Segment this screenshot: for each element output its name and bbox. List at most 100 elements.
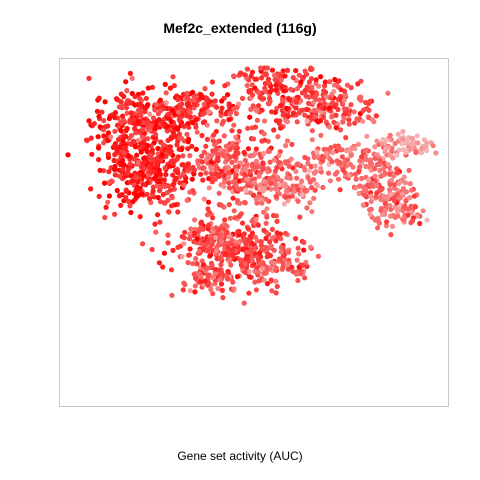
scatter-point bbox=[248, 73, 254, 79]
scatter-point bbox=[209, 79, 215, 85]
scatter-point bbox=[256, 173, 262, 179]
scatter-point bbox=[245, 146, 251, 152]
scatter-point bbox=[258, 65, 264, 71]
scatter-point bbox=[160, 142, 167, 148]
scatter-point bbox=[280, 264, 286, 270]
scatter-point bbox=[192, 283, 198, 289]
scatter-point bbox=[433, 150, 439, 156]
scatter-point bbox=[215, 285, 221, 292]
scatter-point bbox=[385, 162, 391, 168]
scatter-point bbox=[188, 226, 194, 232]
scatter-point bbox=[131, 117, 137, 123]
scatter-point bbox=[217, 277, 223, 283]
scatter-point bbox=[387, 132, 393, 138]
scatter-point bbox=[114, 187, 120, 194]
scatter-point bbox=[234, 184, 240, 190]
scatter-point bbox=[137, 214, 143, 220]
scatter-point bbox=[187, 153, 193, 159]
scatter-point bbox=[352, 146, 358, 152]
scatter-point bbox=[307, 200, 313, 206]
scatter-point bbox=[141, 155, 147, 161]
scatter-point bbox=[327, 178, 333, 184]
scatter-point bbox=[346, 173, 352, 179]
scatter-point bbox=[243, 187, 249, 194]
scatter-point bbox=[303, 106, 310, 112]
scatter-point bbox=[99, 109, 105, 115]
scatter-point bbox=[127, 161, 133, 167]
scatter-point bbox=[144, 191, 150, 197]
scatter-point bbox=[267, 244, 273, 250]
scatter-point bbox=[135, 159, 141, 165]
scatter-point bbox=[191, 271, 197, 277]
scatter-point bbox=[421, 137, 427, 143]
scatter-point bbox=[155, 194, 161, 201]
scatter-point bbox=[327, 79, 333, 85]
scatter-point bbox=[189, 119, 195, 126]
scatter-point bbox=[105, 123, 111, 129]
scatter-point bbox=[301, 239, 307, 245]
scatter-point bbox=[341, 115, 347, 121]
scatter-point bbox=[65, 152, 71, 158]
scatter-point bbox=[395, 131, 401, 137]
scatter-point bbox=[184, 197, 190, 203]
scatter-point bbox=[380, 211, 386, 217]
scatter-point bbox=[231, 208, 237, 214]
scatter-point bbox=[179, 254, 185, 260]
scatter-point bbox=[305, 175, 311, 181]
scatter-point bbox=[252, 279, 258, 285]
scatter-point bbox=[320, 114, 327, 120]
scatter-point bbox=[219, 98, 225, 104]
scatter-point bbox=[274, 230, 280, 236]
scatter-point bbox=[138, 111, 144, 117]
scatter-point bbox=[306, 167, 312, 174]
scatter-point bbox=[152, 131, 159, 137]
scatter-point bbox=[366, 107, 372, 113]
scatter-point bbox=[158, 108, 164, 114]
scatter-point bbox=[253, 245, 259, 251]
scatter-point bbox=[205, 272, 211, 278]
scatter-point bbox=[412, 204, 419, 210]
scatter-point bbox=[385, 90, 391, 96]
scatter-point bbox=[135, 119, 141, 125]
scatter-point bbox=[285, 113, 291, 119]
scatter-point bbox=[377, 158, 383, 164]
scatter-point bbox=[280, 68, 286, 74]
scatter-point bbox=[213, 225, 219, 231]
scatter-point bbox=[101, 140, 107, 146]
scatter-point bbox=[163, 171, 169, 178]
scatter-point bbox=[311, 195, 317, 201]
scatter-point bbox=[283, 188, 289, 195]
scatter-point bbox=[309, 84, 315, 90]
scatter-point bbox=[137, 101, 143, 107]
scatter-point bbox=[278, 125, 284, 131]
scatter-point bbox=[161, 250, 167, 256]
scatter-point bbox=[175, 244, 181, 250]
scatter-point bbox=[360, 202, 366, 208]
scatter-point bbox=[278, 103, 284, 109]
scatter-point bbox=[261, 270, 267, 276]
scatter-point bbox=[316, 97, 322, 103]
scatter-point bbox=[348, 102, 354, 108]
scatter-point bbox=[261, 150, 267, 156]
scatter-point bbox=[409, 187, 415, 193]
scatter-point bbox=[335, 106, 341, 113]
scatter-point bbox=[402, 203, 408, 209]
scatter-point bbox=[210, 175, 216, 181]
scatter-point bbox=[273, 87, 279, 93]
scatter-point bbox=[166, 147, 172, 153]
scatter-point bbox=[209, 91, 215, 97]
scatter-point bbox=[186, 252, 192, 258]
scatter-point bbox=[225, 174, 232, 180]
scatter-point bbox=[166, 209, 172, 215]
scatter-point bbox=[206, 222, 212, 228]
scatter-point bbox=[293, 68, 299, 74]
scatter-point bbox=[192, 230, 198, 236]
scatter-point bbox=[103, 204, 109, 210]
scatter-point bbox=[307, 179, 313, 185]
scatter-point bbox=[148, 143, 154, 149]
scatter-point bbox=[233, 110, 239, 117]
scatter-point bbox=[405, 212, 411, 218]
scatter-point bbox=[193, 124, 199, 130]
scatter-point bbox=[314, 91, 320, 98]
